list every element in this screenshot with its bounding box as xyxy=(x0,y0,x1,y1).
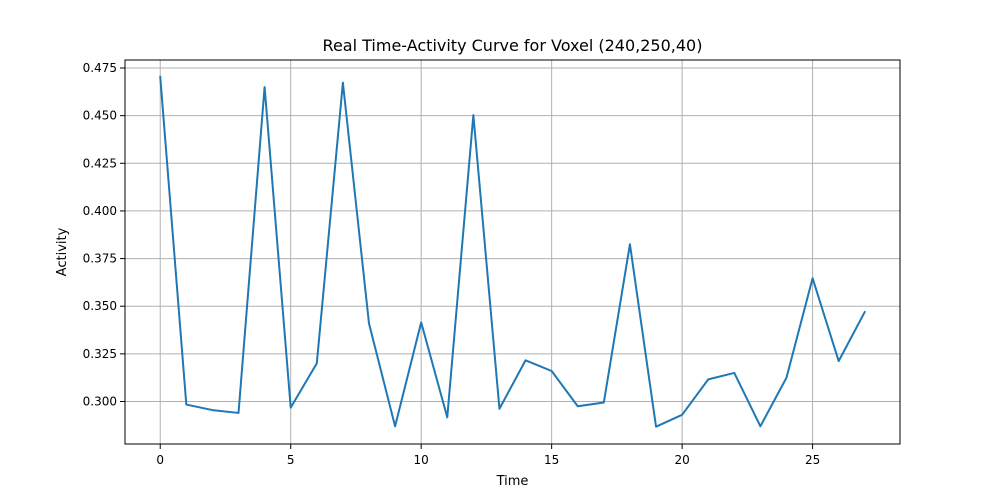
series-line xyxy=(159,75,866,428)
chart-title: Real Time-Activity Curve for Voxel (240,… xyxy=(323,36,703,55)
y-tick-label: 0.400 xyxy=(83,204,117,218)
x-tick-label: 0 xyxy=(156,453,164,467)
x-axis: 0 5 10 15 20 25 xyxy=(156,444,820,467)
x-tick-label: 20 xyxy=(674,453,689,467)
series-layer xyxy=(159,75,866,428)
x-axis-label: Time xyxy=(496,474,529,489)
x-tick-label: 10 xyxy=(414,453,429,467)
y-tick-label: 0.350 xyxy=(83,299,117,313)
x-tick-label: 15 xyxy=(544,453,559,467)
x-tick-label: 5 xyxy=(287,453,295,467)
y-tick-label: 0.300 xyxy=(83,395,117,409)
y-tick-label: 0.425 xyxy=(83,156,117,170)
y-tick-label: 0.325 xyxy=(83,347,117,361)
x-tick-label: 25 xyxy=(805,453,820,467)
y-tick-label: 0.450 xyxy=(83,109,117,123)
y-axis: 0.300 0.325 0.350 0.375 0.400 0.425 0.450 0.475 xyxy=(83,61,125,409)
y-tick-label: 0.375 xyxy=(83,252,117,266)
y-tick-label: 0.475 xyxy=(83,61,117,75)
y-axis-label: Activity xyxy=(55,227,70,276)
plot-frame xyxy=(124,59,901,445)
